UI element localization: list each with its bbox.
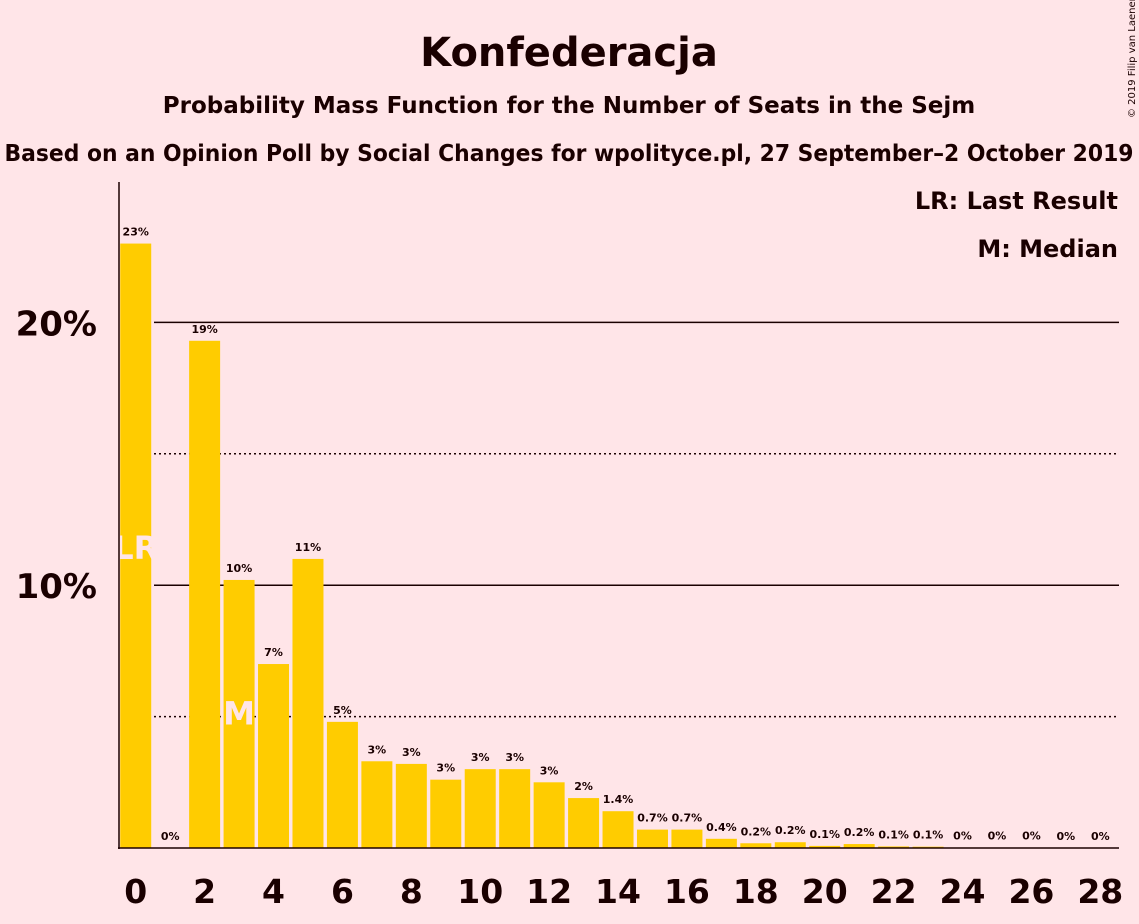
data-label: 11% bbox=[295, 541, 321, 554]
x-tick-label: 4 bbox=[262, 872, 285, 911]
data-label: 1.4% bbox=[603, 793, 634, 806]
data-label: 0.1% bbox=[913, 829, 944, 842]
data-label: 0.2% bbox=[844, 826, 875, 839]
x-tick-label: 2 bbox=[193, 872, 216, 911]
bar bbox=[292, 558, 324, 848]
data-label: 0% bbox=[1091, 830, 1110, 843]
bar bbox=[223, 579, 255, 848]
data-label: 0.7% bbox=[672, 812, 703, 825]
bar bbox=[499, 769, 531, 848]
chart-subtitle-2: Based on an Opinion Poll by Social Chang… bbox=[5, 141, 1134, 167]
bar bbox=[636, 829, 668, 848]
data-label: 3% bbox=[402, 746, 421, 759]
last-result-marker: LR bbox=[113, 529, 158, 567]
data-label: 0% bbox=[953, 829, 972, 842]
data-label: 19% bbox=[191, 323, 217, 336]
x-ticks: 0 2 4 6 8 10 12 14 16 18 20 22 24 26 28 bbox=[124, 872, 1123, 911]
data-label: 23% bbox=[123, 226, 149, 239]
x-tick-label: 16 bbox=[664, 872, 710, 911]
data-label: 3% bbox=[368, 743, 387, 756]
data-label: 5% bbox=[333, 704, 352, 717]
bar bbox=[395, 763, 427, 848]
data-label: 0% bbox=[1022, 830, 1041, 843]
data-label: 0% bbox=[161, 830, 180, 843]
chart-title: Konfederacja bbox=[420, 30, 718, 76]
data-label: 0.1% bbox=[878, 828, 909, 841]
data-label: 3% bbox=[436, 762, 455, 775]
data-labels: 23%0%19%10%7%11%5%3% 3%3%3% 3%3%2%1.4%0.7%… bbox=[123, 226, 1110, 843]
chart-subtitle: Probability Mass Function for the Number… bbox=[163, 93, 975, 119]
data-label: 0.2% bbox=[741, 825, 772, 838]
bar bbox=[120, 243, 152, 848]
data-label: 3% bbox=[540, 764, 559, 777]
x-tick-label: 8 bbox=[400, 872, 423, 911]
median-marker: M bbox=[223, 694, 255, 732]
bar bbox=[430, 779, 462, 848]
bar bbox=[774, 842, 806, 848]
bar bbox=[809, 845, 841, 848]
x-tick-label: 10 bbox=[457, 872, 503, 911]
bar bbox=[843, 844, 875, 848]
data-label: 2% bbox=[574, 780, 593, 793]
x-tick-label: 24 bbox=[940, 872, 986, 911]
data-label: 3% bbox=[471, 751, 490, 764]
bar bbox=[326, 721, 358, 848]
bar bbox=[740, 843, 772, 848]
data-label: 10% bbox=[226, 562, 252, 575]
bar bbox=[568, 798, 600, 848]
copyright: © 2019 Filip van Laenen bbox=[1127, 0, 1138, 118]
data-label: 0.4% bbox=[706, 821, 737, 834]
y-tick-label: 10% bbox=[16, 567, 97, 607]
x-tick-label: 0 bbox=[124, 872, 147, 911]
data-label: 0.1% bbox=[809, 828, 840, 841]
x-tick-label: 22 bbox=[871, 872, 917, 911]
bar bbox=[189, 340, 221, 848]
data-label: 0% bbox=[988, 830, 1007, 843]
data-label: 7% bbox=[264, 646, 283, 659]
data-label: 0.2% bbox=[775, 824, 806, 837]
data-label: 0.7% bbox=[637, 812, 668, 825]
bar bbox=[602, 811, 634, 848]
x-tick-label: 12 bbox=[526, 872, 572, 911]
bar bbox=[705, 838, 737, 848]
data-label: 3% bbox=[505, 751, 524, 764]
bar bbox=[464, 769, 496, 848]
bar bbox=[258, 664, 290, 848]
bar bbox=[671, 829, 703, 848]
bar bbox=[878, 846, 910, 848]
x-tick-label: 20 bbox=[802, 872, 848, 911]
bar bbox=[533, 782, 565, 848]
x-tick-label: 28 bbox=[1077, 872, 1123, 911]
y-ticks: 10% 20% bbox=[16, 304, 97, 607]
bars bbox=[120, 243, 1116, 848]
x-tick-label: 26 bbox=[1008, 872, 1054, 911]
markers: LR M bbox=[113, 529, 255, 733]
legend-last-result: LR: Last Result bbox=[915, 187, 1118, 215]
bar bbox=[361, 761, 393, 848]
data-label: 0% bbox=[1057, 830, 1076, 843]
x-tick-label: 14 bbox=[595, 872, 641, 911]
x-tick-label: 6 bbox=[331, 872, 354, 911]
y-tick-label: 20% bbox=[16, 304, 97, 344]
x-tick-label: 18 bbox=[733, 872, 779, 911]
legend-median: M: Median bbox=[977, 235, 1118, 263]
